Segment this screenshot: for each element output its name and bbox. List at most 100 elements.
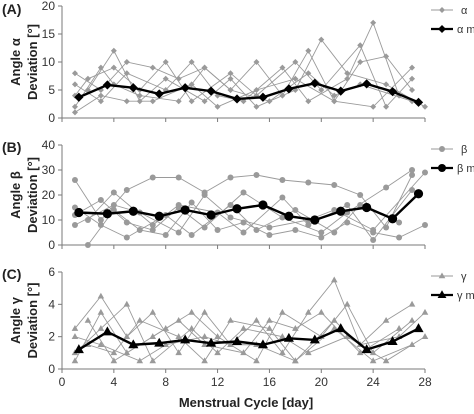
mean-data-point: [413, 97, 424, 107]
mean-data-point: [361, 344, 372, 354]
legend-individual-label: β: [461, 144, 467, 156]
individual-data-point: [253, 172, 260, 178]
individual-series-line: [74, 303, 426, 362]
legend-mean-label: β mean: [457, 163, 474, 175]
individual-data-point: [110, 64, 117, 71]
individual-data-point: [383, 81, 390, 88]
individual-data-point: [305, 98, 312, 105]
individual-data-point: [84, 242, 91, 248]
individual-data-point: [149, 333, 157, 339]
mean-data-point: [362, 202, 372, 213]
individual-data-point: [188, 308, 195, 315]
individual-data-point: [356, 349, 364, 356]
individual-data-point: [136, 92, 143, 99]
individual-data-point: [110, 357, 118, 364]
individual-data-point: [188, 232, 195, 238]
individual-data-point: [162, 232, 169, 238]
individual-data-point: [382, 316, 390, 323]
individual-data-point: [383, 224, 390, 231]
individual-data-point: [97, 197, 104, 203]
individual-data-point: [188, 98, 195, 105]
individual-series-line: [74, 66, 413, 108]
mean-data-point: [413, 189, 424, 199]
individual-data-point: [408, 300, 416, 307]
individual-data-point: [214, 103, 221, 110]
individual-data-point: [344, 70, 351, 77]
individual-data-point: [266, 325, 273, 331]
individual-series-line: [74, 49, 413, 103]
individual-data-point: [266, 316, 273, 323]
individual-data-point: [71, 222, 78, 228]
y-tick-label: 20: [42, 188, 56, 202]
y-axis-title-line1: Angle β: [8, 171, 23, 219]
legend-mean-label: γ mean: [457, 290, 474, 302]
individual-data-point: [331, 92, 338, 99]
x-tick-label: 12: [211, 375, 225, 389]
individual-data-point: [214, 227, 221, 233]
legend-individual-label: γ: [461, 271, 467, 283]
individual-data-point: [409, 187, 416, 193]
individual-data-point: [71, 357, 79, 364]
individual-data-point: [369, 357, 377, 364]
individual-data-point: [382, 357, 390, 364]
individual-data-point: [97, 217, 104, 223]
individual-data-point: [97, 292, 105, 299]
individual-data-point: [71, 103, 78, 110]
individual-data-point: [123, 300, 131, 307]
individual-data-point: [97, 222, 104, 228]
individual-data-point: [343, 300, 351, 307]
individual-data-point: [305, 70, 312, 77]
individual-data-point: [344, 219, 351, 226]
x-tick-label: 16: [263, 375, 277, 389]
mean-data-point: [73, 344, 84, 354]
y-axis-title-line2: Deviation [°]: [25, 283, 40, 359]
mean-data-point: [258, 200, 268, 210]
individual-data-point: [331, 182, 338, 188]
mean-data-point: [154, 211, 164, 221]
mean-data-point: [128, 339, 139, 349]
individual-data-point: [175, 202, 182, 208]
individual-data-point: [227, 316, 234, 323]
mean-data-point: [154, 89, 164, 99]
mean-data-point: [413, 323, 424, 333]
individual-series-line: [74, 303, 413, 362]
legend-individual-label: α: [461, 5, 468, 17]
individual-data-point: [227, 174, 234, 181]
mean-data-point: [180, 334, 191, 344]
individual-data-point: [305, 222, 312, 228]
individual-series-line: [87, 189, 413, 241]
individual-data-point: [292, 75, 299, 82]
individual-data-point: [201, 308, 208, 315]
individual-data-point: [421, 333, 429, 339]
individual-data-point: [188, 81, 195, 88]
mean-data-point: [180, 205, 190, 215]
individual-data-point: [409, 75, 416, 82]
individual-data-point: [409, 64, 416, 71]
individual-series-line: [74, 279, 413, 354]
y-tick-label: 0: [48, 362, 55, 376]
mean-data-point: [310, 215, 320, 225]
individual-series-line: [74, 21, 400, 102]
individual-data-point: [162, 75, 169, 82]
individual-data-point: [370, 227, 377, 233]
individual-data-point: [396, 234, 403, 241]
individual-data-point: [175, 98, 182, 105]
individual-data-point: [97, 308, 105, 315]
y-tick-label: 10: [42, 213, 56, 227]
mean-data-point: [180, 83, 190, 93]
individual-data-point: [409, 167, 416, 173]
individual-data-point: [253, 227, 260, 233]
individual-data-point: [227, 75, 234, 82]
individual-data-point: [292, 59, 299, 65]
mean-data-point: [128, 206, 138, 216]
legend-mean-marker: [438, 25, 446, 33]
individual-data-point: [175, 229, 182, 236]
individual-data-point: [266, 232, 273, 238]
individual-data-point: [123, 187, 130, 193]
individual-data-point: [395, 325, 403, 331]
individual-data-point: [331, 229, 338, 236]
individual-data-point: [292, 325, 299, 331]
individual-data-point: [292, 227, 299, 233]
individual-data-point: [383, 184, 390, 191]
